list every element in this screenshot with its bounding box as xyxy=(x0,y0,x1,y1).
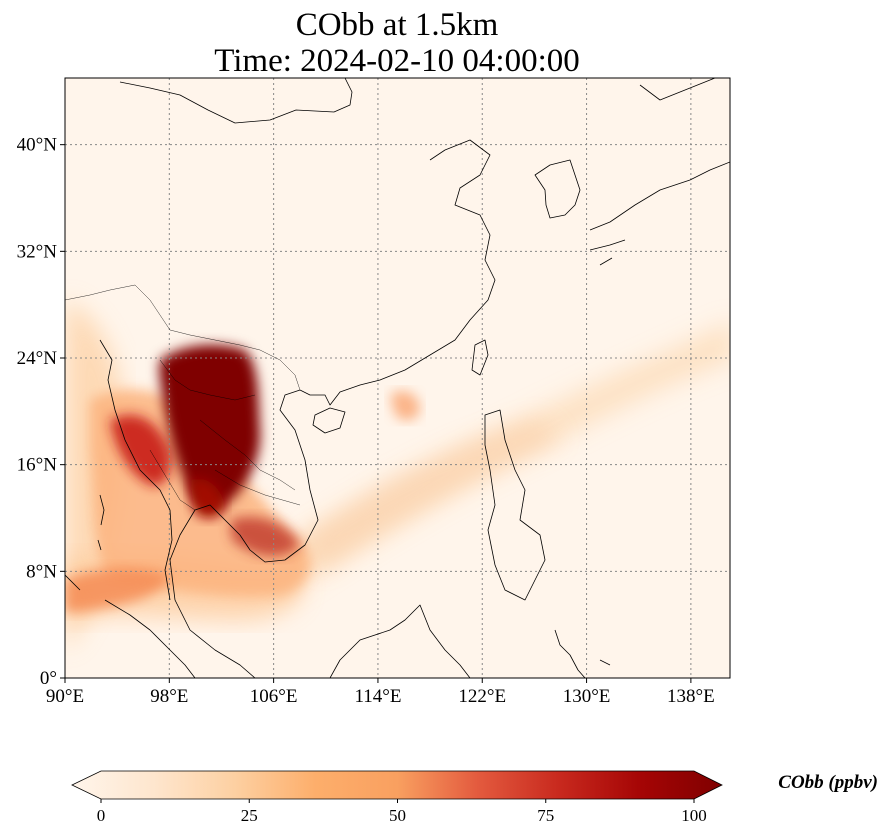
border-mainland xyxy=(65,284,301,511)
coast-indochina xyxy=(99,339,319,678)
lon-tick-label: 138°E xyxy=(667,686,715,707)
plume-east-streak xyxy=(300,420,560,570)
colorbar-tick-label: 25 xyxy=(241,806,258,825)
coast-andaman xyxy=(97,494,105,551)
colorbar-bar xyxy=(71,770,723,800)
lon-tick-label: 130°E xyxy=(563,686,611,707)
lon-tick-label: 98°E xyxy=(150,686,188,707)
map-frame xyxy=(64,77,731,679)
coast-sulawesi xyxy=(554,629,611,678)
coast-sumatra xyxy=(65,574,196,678)
map-panel: 90°E 98°E 106°E 114°E 122°E 130°E 138°E 0° 8°N 1… xyxy=(17,77,731,707)
lat-tick-label: 32°N xyxy=(17,241,58,262)
lon-tick-label: 122°E xyxy=(458,686,506,707)
longitude-ticks: 90°E 98°E 106°E 114°E 122°E 130°E 138°E xyxy=(46,678,715,707)
coast-philippines xyxy=(484,409,546,601)
colorbar-tick-label: 75 xyxy=(537,806,554,825)
coast-borneo xyxy=(329,604,471,678)
coast-japan xyxy=(589,78,730,266)
colorbar-ticks: 0 25 50 75 100 xyxy=(97,799,707,825)
coast-korea xyxy=(534,159,581,219)
colorbar-tick-label: 50 xyxy=(389,806,406,825)
lat-tick-label: 16°N xyxy=(17,455,58,476)
title-line-1: CObb at 1.5km xyxy=(296,7,499,43)
title-line-2: Time: 2024-02-10 04:00:00 xyxy=(214,43,579,79)
lon-tick-label: 114°E xyxy=(354,686,401,707)
colorbar-tick-label: 100 xyxy=(681,806,707,825)
concentration-field xyxy=(65,300,730,650)
lat-tick-label: 40°N xyxy=(17,135,58,156)
lat-tick-label: 0° xyxy=(40,668,57,689)
country-borders xyxy=(65,284,301,511)
colorbar-label: CObb (ppbv) xyxy=(778,772,878,793)
lat-tick-label: 24°N xyxy=(17,348,58,369)
plume-medium-gulf xyxy=(390,390,420,421)
plume-dark xyxy=(110,414,172,486)
coastlines xyxy=(65,78,730,678)
lon-tick-label: 106°E xyxy=(250,686,298,707)
latitude-ticks: 0° 8°N 16°N 24°N 32°N 40°N xyxy=(17,135,65,689)
gridlines xyxy=(65,78,730,678)
plume-medium-andaman xyxy=(65,568,170,612)
lat-tick-label: 8°N xyxy=(26,561,57,582)
coast-hainan xyxy=(312,407,346,434)
colorbar-tick-label: 0 xyxy=(97,806,106,825)
lon-tick-label: 90°E xyxy=(46,686,84,707)
coast-china xyxy=(119,78,496,406)
coast-taiwan xyxy=(471,339,489,376)
colorbar: 0 25 50 75 100 CObb (ppbv) xyxy=(71,770,878,825)
plume-core-south xyxy=(190,478,225,519)
